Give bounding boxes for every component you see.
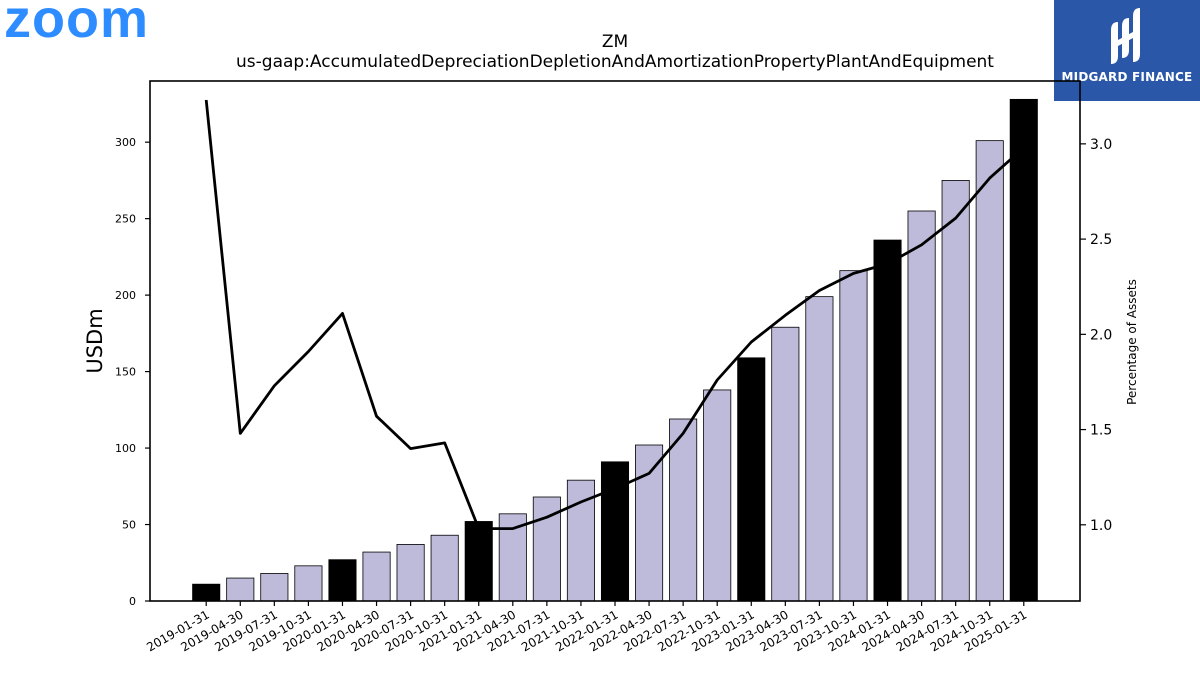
bar-2022-01-31 xyxy=(600,461,630,602)
right-axis-tick-label: 1.5 xyxy=(1090,423,1112,439)
bar-2020-07-31 xyxy=(396,544,425,602)
bar-2023-07-31 xyxy=(805,296,834,602)
bar-2021-01-31 xyxy=(464,521,493,602)
midgard-finance-logo: MIDGARD FINANCE xyxy=(1054,0,1200,101)
right-axis-tick-label: 1.0 xyxy=(1090,518,1112,534)
bar-2023-10-31 xyxy=(839,270,868,602)
bar-2023-01-31 xyxy=(737,357,766,602)
right-axis-label: Percentage of Assets xyxy=(1125,279,1139,405)
zoom-logo: zoom xyxy=(4,0,149,49)
bar-2019-01-31 xyxy=(192,583,221,602)
line-layer xyxy=(204,99,1025,530)
left-axis-tick-label: 250 xyxy=(115,213,136,226)
bars-layer xyxy=(192,98,1038,602)
chart-title: ZM xyxy=(601,32,629,52)
midgard-mark-icon xyxy=(1111,8,1140,64)
bar-2023-04-30 xyxy=(771,326,800,602)
bar-2020-01-31 xyxy=(328,559,357,602)
right-axis-tick-label: 3.0 xyxy=(1090,137,1112,153)
bar-2019-07-31 xyxy=(260,573,289,602)
bar-2019-10-31 xyxy=(294,565,323,602)
bar-2024-10-31 xyxy=(975,140,1004,602)
chart-subtitle: us-gaap:AccumulatedDepreciationDepletion… xyxy=(236,52,994,72)
bar-2025-01-31 xyxy=(1009,98,1038,602)
left-axis-tick-label: 0 xyxy=(129,595,136,608)
bar-2024-01-31 xyxy=(873,239,902,602)
left-axis-label: USDm xyxy=(83,308,107,373)
left-axis-tick-label: 50 xyxy=(122,519,136,532)
bar-2022-07-31 xyxy=(669,418,698,602)
bar-2022-04-30 xyxy=(635,444,664,602)
bar-2019-04-30 xyxy=(226,577,255,602)
left-axis-tick-label: 100 xyxy=(115,442,136,455)
right-axis-tick-label: 2.5 xyxy=(1090,232,1112,248)
bar-2024-07-31 xyxy=(941,180,970,602)
left-axis-tick-label: 200 xyxy=(115,289,136,302)
left-axis-tick-label: 300 xyxy=(115,136,136,149)
bar-2022-10-31 xyxy=(703,389,732,602)
right-axis-tick-label: 2.0 xyxy=(1090,327,1112,343)
bar-2024-04-30 xyxy=(907,210,936,602)
left-axis-tick-label: 150 xyxy=(115,366,136,379)
midgard-finance-wordmark: MIDGARD FINANCE xyxy=(1061,70,1193,84)
bar-2021-10-31 xyxy=(566,479,595,602)
bar-2020-10-31 xyxy=(430,534,459,602)
bar-2020-04-30 xyxy=(362,551,391,602)
bar-2021-04-30 xyxy=(498,513,527,602)
